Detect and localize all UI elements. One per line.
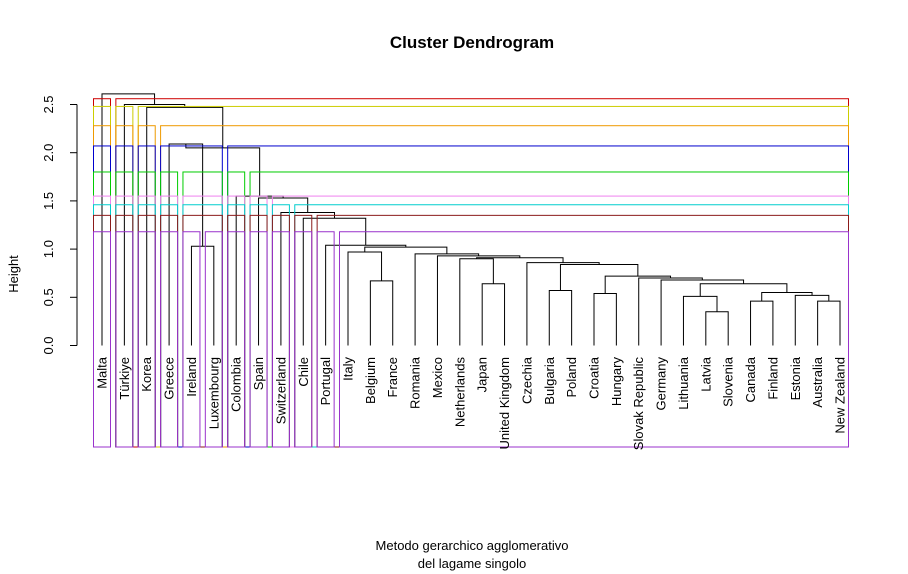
dendrogram-merge: [347, 251, 383, 346]
y-tick-label: 2.5: [41, 95, 56, 113]
leaf-label: Poland: [564, 357, 579, 397]
dendrogram-merge: [817, 300, 841, 346]
leaf-label: Japan: [475, 357, 490, 392]
chart-title: Cluster Dendrogram: [390, 33, 554, 52]
dendrogram-merge: [369, 280, 394, 346]
leaf-label: Latvia: [698, 356, 713, 391]
dendrogram-merge: [548, 290, 573, 346]
y-tick-label: 2.0: [41, 144, 56, 162]
dendrogram-tree: [101, 93, 841, 346]
dendrogram-merge: [481, 283, 506, 346]
dendrogram-merge: [638, 277, 703, 346]
leaf-label: Colombia: [229, 356, 244, 412]
cluster-rect: [137, 231, 156, 448]
cluster-rect: [160, 231, 179, 448]
cluster-rect: [204, 231, 223, 448]
leaf-label: Croatia: [587, 356, 602, 399]
leaf-label: France: [385, 357, 400, 397]
dendrogram-merge: [123, 104, 186, 346]
leaf-labels: Malta Türkiye Korea Greece Ireland Luxembourg…: [95, 356, 848, 450]
leaf-label: Slovenia: [721, 356, 736, 407]
cluster-rectangles: [93, 98, 849, 448]
cluster-rect: [227, 231, 246, 448]
leaf-label: Italy: [341, 357, 356, 381]
cluster-rect: [249, 231, 268, 448]
leaf-label: Netherlands: [452, 357, 467, 428]
y-tick-label: 0.5: [41, 288, 56, 306]
leaf-label: Australia: [810, 356, 825, 407]
leaf-label: Germany: [654, 357, 669, 411]
dendrogram-merge: [794, 294, 830, 346]
leaf-label: Bulgaria: [542, 356, 557, 404]
leaf-label: Ireland: [184, 357, 199, 397]
dendrogram-merge: [414, 253, 480, 346]
leaf-label: Luxembourg: [206, 357, 221, 429]
leaf-label: Korea: [139, 356, 154, 391]
leaf-label: Chile: [296, 357, 311, 387]
dendrogram-merge: [660, 279, 745, 346]
dendrogram-merge: [559, 264, 639, 291]
cluster-rect: [93, 231, 111, 448]
leaf-label: Canada: [743, 356, 758, 402]
y-tick-label: 0.0: [41, 336, 56, 354]
leaf-label: Spain: [251, 357, 266, 390]
leaf-label: Estonia: [788, 356, 803, 400]
dendrogram-merge: [593, 292, 617, 346]
leaf-label: Romania: [408, 356, 423, 409]
cluster-rect: [339, 231, 849, 448]
leaf-label: Czechia: [519, 356, 534, 404]
dendrogram-merge: [325, 244, 407, 346]
leaf-label: Finland: [765, 357, 780, 400]
dendrogram-merge: [459, 258, 494, 346]
dendrogram-merge: [168, 143, 204, 346]
cluster-rect: [182, 231, 201, 448]
dendrogram-merge: [682, 295, 718, 346]
leaf-label: Greece: [162, 357, 177, 400]
leaf-label: United Kingdom: [497, 357, 512, 450]
x-axis-label-line2: del lagame singolo: [418, 556, 526, 571]
dendrogram-merge: [258, 197, 309, 346]
dendrogram-merge: [761, 291, 813, 302]
cluster-rect: [316, 214, 849, 448]
dendrogram-merge: [235, 195, 284, 346]
leaf-label: Türkiye: [117, 357, 132, 400]
cluster-rect: [115, 98, 849, 448]
leaf-label: Switzerland: [273, 357, 288, 424]
y-tick-label: 1.0: [41, 240, 56, 258]
y-tick-label: 1.5: [41, 192, 56, 210]
dendrogram-merge: [526, 262, 600, 346]
cluster-rect: [316, 231, 335, 448]
x-axis-label-line1: Metodo gerarchico agglomerativo: [376, 538, 569, 553]
cluster-rect: [271, 231, 290, 448]
leaf-label: Portugal: [318, 357, 333, 406]
dendrogram-merge: [436, 255, 521, 346]
leaf-label: Mexico: [430, 357, 445, 398]
leaf-label: Hungary: [609, 357, 624, 407]
leaf-label: Lithuania: [676, 356, 691, 410]
leaf-label: New Zealand: [833, 357, 848, 434]
leaf-label: Belgium: [363, 357, 378, 404]
leaf-label: Slovak Republic: [631, 357, 646, 451]
leaf-label: Malta: [95, 356, 110, 389]
dendrogram-merge: [364, 246, 448, 254]
dendrogram-merge: [699, 283, 788, 297]
dendrogram-merge: [705, 311, 729, 346]
dendrogram-merge: [750, 300, 774, 346]
dendrogram-merge: [146, 106, 224, 346]
cluster-rect: [115, 231, 134, 448]
y-axis: 0.0 0.5 1.0 1.5 2.0 2.5: [41, 95, 78, 355]
y-axis-label: Height: [6, 255, 21, 293]
cluster-rect: [294, 231, 313, 448]
cluster-rect: [271, 195, 849, 448]
dendrogram-merge: [190, 245, 215, 346]
